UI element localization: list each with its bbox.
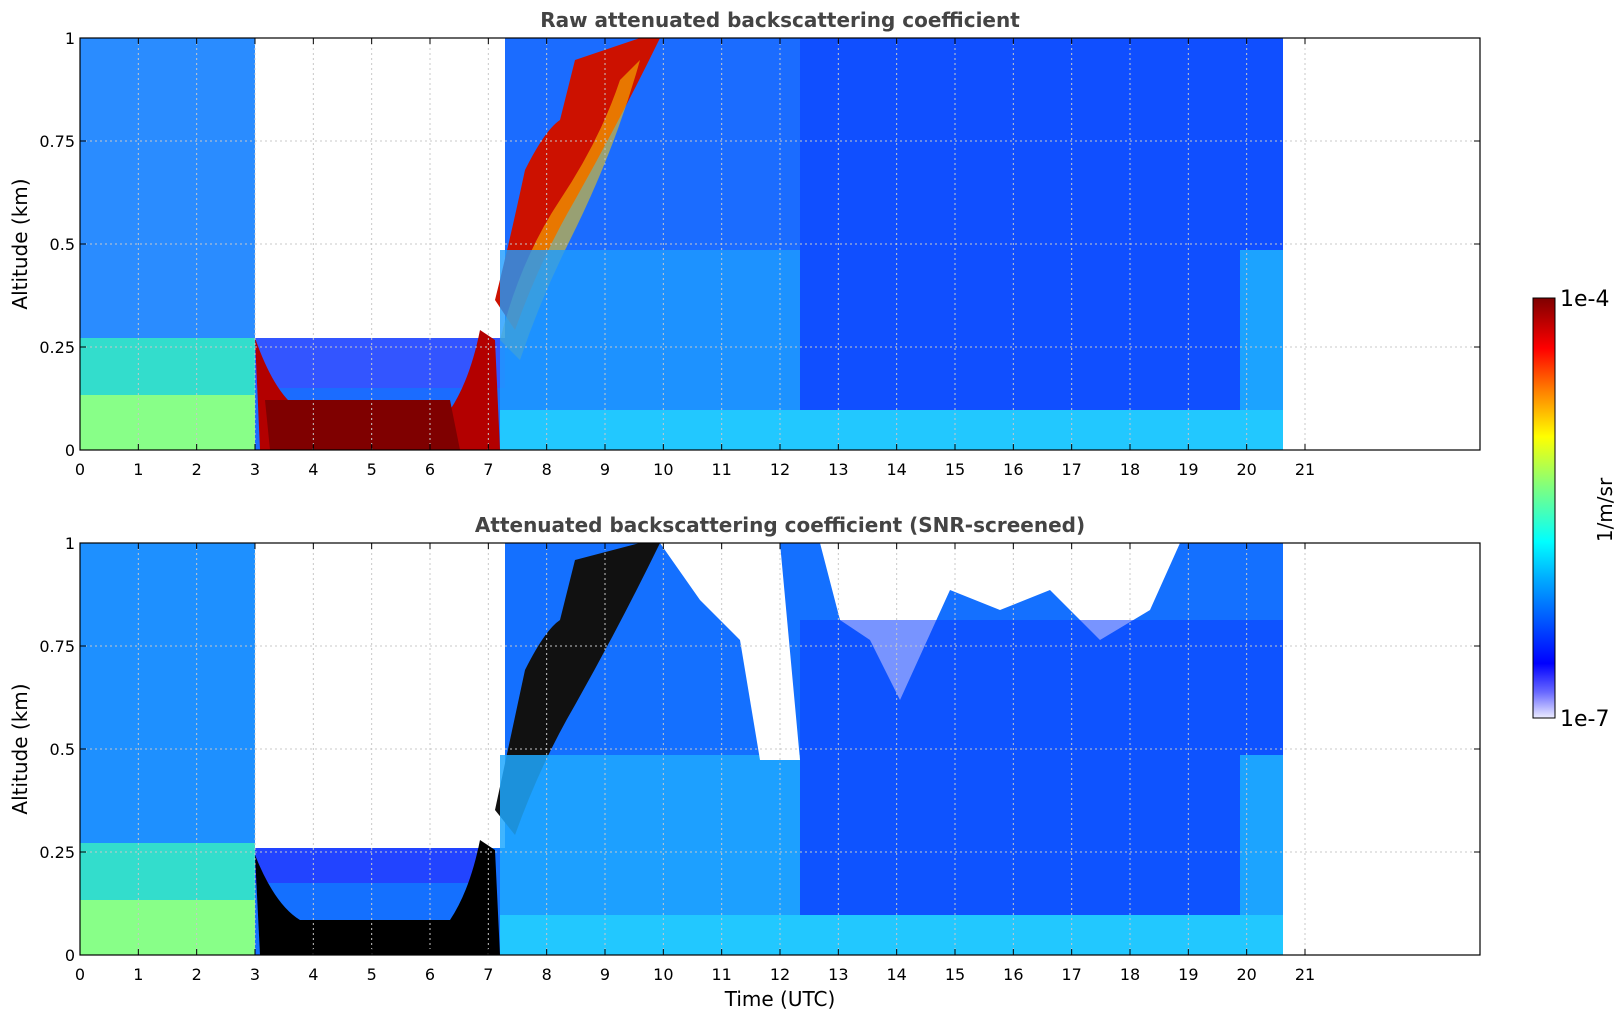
upper-band: [80, 543, 255, 843]
low-layer-core: [265, 400, 460, 450]
noise-band-blue: [255, 848, 485, 883]
x-tick-label: 20: [1236, 965, 1256, 984]
x-tick-label: 16: [1003, 460, 1023, 479]
near-surface-band: [500, 915, 1283, 955]
x-tick-label: 13: [828, 460, 848, 479]
x-tick-label: 12: [770, 965, 790, 984]
x-tick-label: 10: [653, 460, 673, 479]
x-tick-label: 11: [711, 460, 731, 479]
y-tick-label: 1: [65, 29, 75, 48]
grid-raw: [80, 38, 1480, 450]
screened-out-gap: [255, 543, 505, 848]
x-tick-label: 3: [250, 460, 260, 479]
x-tick-label: 1: [133, 965, 143, 984]
panel-snr-screened: Attenuated backscattering coefficient (S…: [8, 513, 1481, 1011]
x-tick-label: 1: [133, 460, 143, 479]
x-tick-label: 19: [1178, 965, 1198, 984]
y-tick-label: 1: [65, 534, 75, 553]
x-tick-label: 9: [600, 460, 610, 479]
clear-gap: [255, 38, 505, 338]
y-tick-label: 0.25: [39, 843, 75, 862]
x-tick-label: 3: [250, 965, 260, 984]
x-axis-label: Time (UTC): [724, 987, 836, 1011]
x-tick-label: 13: [828, 965, 848, 984]
x-tick-label: 0: [75, 965, 85, 984]
upper-noise-band: [80, 38, 255, 338]
x-tick-label: 21: [1295, 460, 1315, 479]
x-tick-label: 5: [367, 460, 377, 479]
x-tick-label: 4: [308, 965, 318, 984]
x-tick-label: 7: [483, 460, 493, 479]
colorbar-min-label: 1e-7: [1560, 707, 1609, 732]
x-tick-label: 10: [653, 965, 673, 984]
x-tick-label: 11: [711, 965, 731, 984]
near-surface-band: [500, 410, 1283, 450]
x-tick-label: 21: [1295, 965, 1315, 984]
y-axis-raw: 0 0.25 0.5 0.75 1: [39, 29, 1480, 460]
right-background: [800, 620, 1283, 955]
colorbar-unit-label: 1/m/sr: [1593, 477, 1617, 542]
y-axis-label-snr: Altitude (km): [8, 683, 32, 814]
boundary-layer-band-lower: [80, 395, 255, 450]
y-tick-label: 0.75: [39, 132, 75, 151]
x-tick-label: 6: [425, 460, 435, 479]
panel-raw-backscatter: Raw attenuated backscattering coefficien…: [8, 8, 1481, 479]
heatmap-snr: [80, 543, 1480, 955]
noise-band-blue: [255, 338, 505, 388]
x-tick-label: 4: [308, 460, 318, 479]
x-axis-snr: 0 1 2 3 4 5 6 7 8 9 10 11 12 13 14 15 16 17 18 19 20 21: [75, 543, 1315, 984]
x-tick-label: 5: [367, 965, 377, 984]
x-tick-label: 18: [1120, 965, 1140, 984]
x-tick-label: 8: [542, 460, 552, 479]
x-axis-raw: 0 1 2 3 4 5 6 7 8 9 10 11 12 13 14 15 16 17 18 19 20 21: [75, 38, 1315, 479]
x-tick-label: 14: [886, 460, 906, 479]
x-tick-label: 16: [1003, 965, 1023, 984]
x-tick-label: 17: [1061, 460, 1081, 479]
screened-out-top: [660, 543, 800, 760]
grid-snr: [80, 543, 1480, 955]
x-tick-label: 6: [425, 965, 435, 984]
panel-title-raw: Raw attenuated backscattering coefficien…: [540, 8, 1020, 32]
colorbar-max-label: 1e-4: [1560, 287, 1609, 312]
y-tick-label: 0: [65, 946, 75, 965]
y-tick-label: 0.25: [39, 338, 75, 357]
y-tick-label: 0.75: [39, 637, 75, 656]
x-tick-label: 0: [75, 460, 85, 479]
low-layer-saturated: [255, 840, 500, 955]
colorbar: 1e-4 1e-7 1/m/sr: [1532, 287, 1617, 732]
heatmap-raw: [80, 38, 1480, 450]
boundary-layer-band-lower: [80, 900, 255, 955]
x-tick-label: 17: [1061, 965, 1081, 984]
x-tick-label: 14: [886, 965, 906, 984]
x-tick-label: 12: [770, 460, 790, 479]
x-tick-label: 18: [1120, 460, 1140, 479]
panel-title-snr: Attenuated backscattering coefficient (S…: [475, 513, 1085, 537]
y-axis-snr: 0 0.25 0.5 0.75 1: [39, 534, 1480, 965]
x-tick-label: 15: [945, 460, 965, 479]
y-tick-label: 0.5: [50, 235, 75, 254]
x-tick-label: 8: [542, 965, 552, 984]
x-tick-label: 7: [483, 965, 493, 984]
x-tick-label: 19: [1178, 460, 1198, 479]
x-tick-label: 9: [600, 965, 610, 984]
y-tick-label: 0: [65, 441, 75, 460]
x-tick-label: 2: [192, 965, 202, 984]
y-axis-label-raw: Altitude (km): [8, 178, 32, 309]
x-tick-label: 20: [1236, 460, 1256, 479]
colorbar-gradient: [1532, 297, 1556, 719]
x-tick-label: 15: [945, 965, 965, 984]
y-tick-label: 0.5: [50, 740, 75, 759]
x-tick-label: 2: [192, 460, 202, 479]
